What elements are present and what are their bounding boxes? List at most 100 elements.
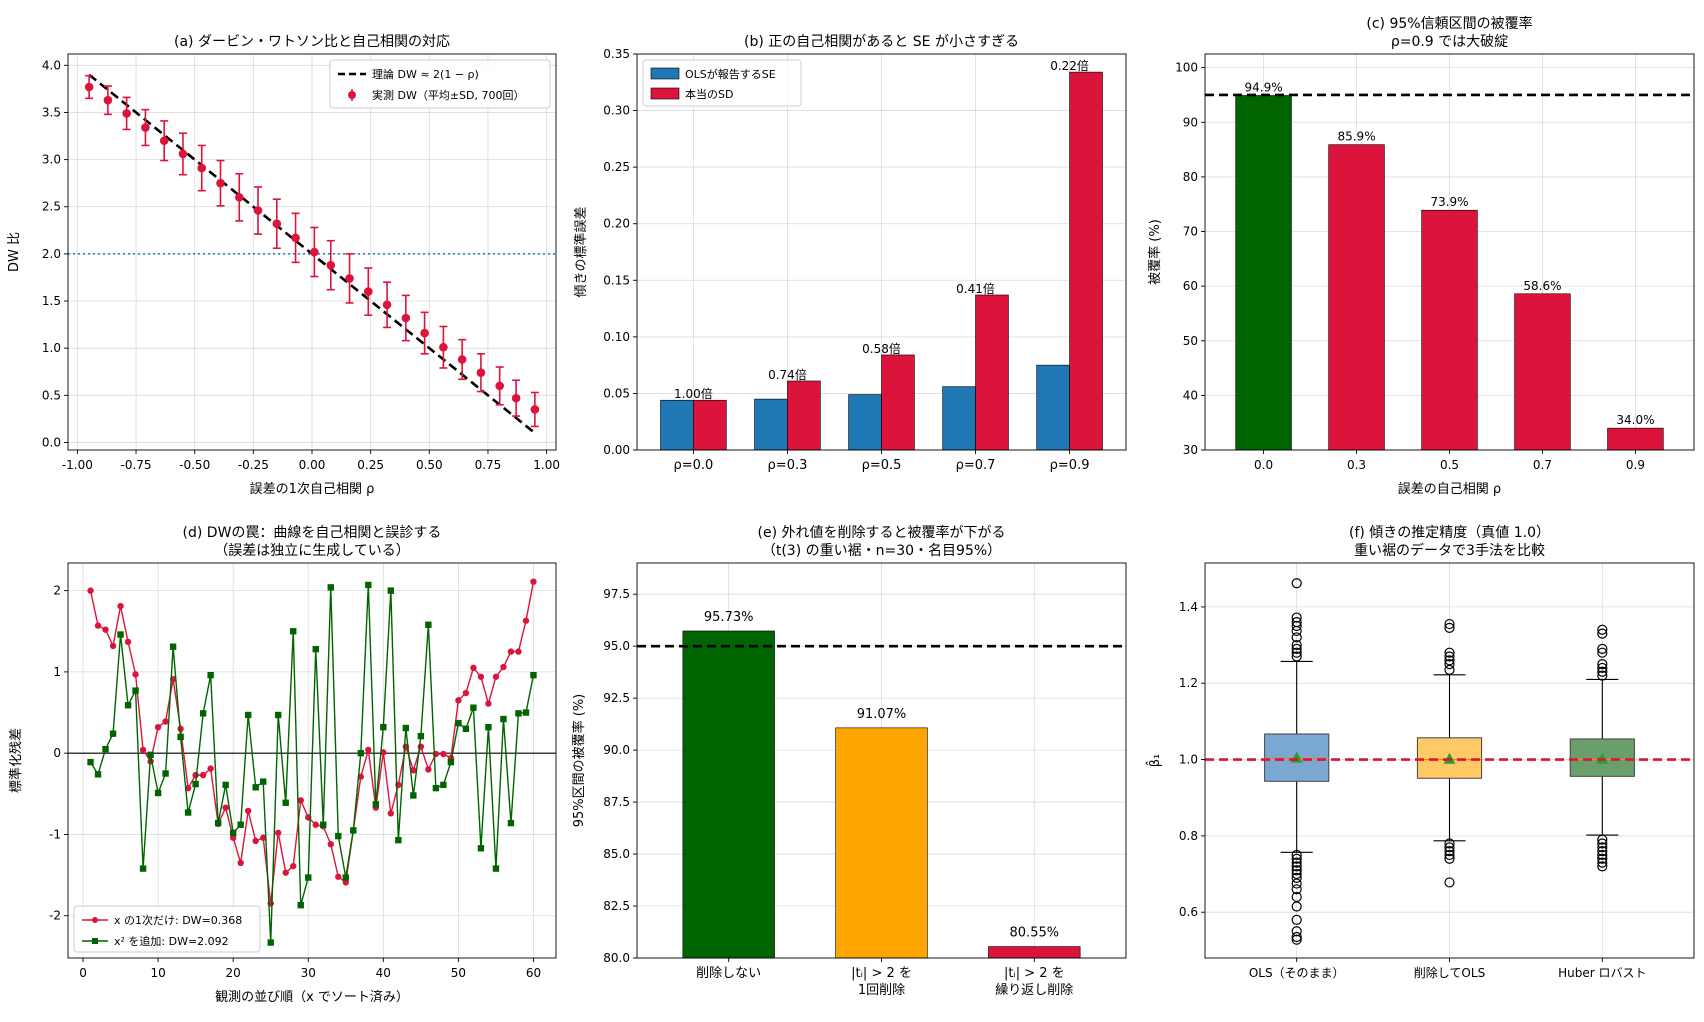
data-point — [530, 578, 537, 585]
chart-title: (b) 正の自己相関があると SE が小さすぎる — [744, 34, 1019, 50]
data-point — [244, 711, 252, 719]
x-tick-label: 10 — [150, 966, 165, 980]
data-point — [335, 832, 342, 840]
title-line: (e) 外れ値を削除すると被覆率が下がる — [758, 524, 1006, 541]
value-label: 73.9% — [1430, 195, 1468, 209]
y-tick-label: 1.5 — [42, 294, 61, 308]
outlier-point — [1291, 651, 1302, 662]
y-tick-label: 0.6 — [1179, 905, 1198, 919]
outlier-point — [1597, 857, 1608, 868]
data-point — [530, 671, 537, 679]
x-tick-label: 0.50 — [416, 458, 443, 472]
bar — [1069, 71, 1103, 451]
data-point — [425, 621, 432, 628]
title-line: (c) 95%信頼区間の被覆率 — [1366, 15, 1532, 32]
y-tick-label: 1.2 — [1179, 676, 1198, 690]
series-1 — [693, 71, 1103, 451]
outlier-point — [1291, 926, 1302, 937]
y-tick-label: 2.0 — [42, 247, 61, 261]
x-tick-label: |tᵢ| > 2 を — [851, 966, 912, 981]
data-point — [94, 622, 102, 629]
y-tick-label: 0.5 — [42, 388, 61, 402]
x-tick-label: Huber ロバスト — [1558, 966, 1646, 980]
y-tick-label: 1.4 — [1179, 600, 1198, 614]
y-tick-label: 4.0 — [42, 58, 61, 72]
outlier-point — [1597, 643, 1608, 654]
chart-title: (e) 外れ値を削除すると被覆率が下がる （t(3) の重い裾・n=30・名目95… — [758, 524, 1006, 559]
bar — [1235, 95, 1292, 451]
series-with-quadratic — [87, 581, 537, 946]
data-point — [380, 723, 387, 731]
value-label: 94.9% — [1245, 81, 1283, 95]
data-point — [214, 819, 222, 827]
y-axis-label: 95%区間の被覆率 (%) — [571, 694, 587, 828]
outlier-point — [1291, 620, 1302, 632]
chart-title: (d) DWの罠：曲線を自己相関と誤診する （誤差は独立に生成している） — [183, 525, 442, 559]
bar — [1421, 209, 1478, 451]
y-tick-label: 0 — [53, 746, 61, 760]
x-tick-label: 0 — [79, 966, 87, 980]
x-tick-label: 40 — [376, 966, 391, 980]
data-point — [109, 642, 117, 650]
data-point — [234, 193, 244, 202]
data-point — [290, 628, 297, 635]
outlier-point — [1291, 849, 1302, 861]
outlier-point — [1444, 664, 1455, 675]
y-tick-label: 0.35 — [603, 47, 630, 61]
data-point — [440, 750, 447, 758]
y-tick-label: -1 — [49, 827, 61, 841]
x-tick-label: 削除しない — [696, 966, 761, 981]
title-line: (f) 傾きの推定精度（真値 1.0） — [1349, 525, 1550, 541]
data-point — [507, 819, 515, 827]
data-point — [94, 771, 102, 778]
legend-label: 理論 DW ≈ 2(1 − ρ) — [372, 67, 479, 81]
x-tick-label: 1回削除 — [858, 983, 905, 998]
bar — [848, 394, 882, 451]
y-tick-label: 0.0 — [42, 435, 61, 449]
y-tick-label: 1.0 — [1179, 753, 1198, 767]
value-label: 58.6% — [1523, 279, 1561, 293]
data-point — [365, 581, 372, 589]
data-point — [253, 206, 263, 215]
data-point — [229, 834, 237, 841]
legend-box — [329, 59, 551, 109]
outlier-point — [1291, 853, 1302, 864]
ratio-label: 1.00倍 — [674, 386, 713, 401]
bar — [988, 946, 1081, 959]
y-tick-label: 85.0 — [603, 847, 630, 861]
data-point — [470, 664, 477, 672]
outlier-point — [1291, 857, 1302, 868]
outlier-point — [1444, 618, 1455, 630]
outlier-point — [1291, 934, 1302, 945]
outlier-point — [1291, 625, 1302, 637]
data-point — [252, 837, 259, 845]
x-axis-label: 誤差の自己相関 ρ — [1398, 481, 1501, 497]
data-point — [87, 758, 94, 766]
data-point — [154, 789, 162, 797]
y-tick-label: 0.00 — [603, 443, 630, 457]
legend-box — [642, 59, 802, 107]
data-point — [492, 865, 500, 872]
outlier-point — [1444, 647, 1455, 658]
x-tick-label: 0.0 — [1254, 458, 1273, 472]
panel-a: 0.0 0.5 1.0 1.5 2.0 2.5 3.0 3.5 4.0 (a) ダービン・ワトソン… — [7, 34, 560, 497]
data-point — [199, 710, 207, 717]
x-tick-label: 30 — [301, 966, 316, 980]
boxplot-1 — [1416, 618, 1483, 888]
outlier-point — [1291, 901, 1302, 912]
ratio-label: 0.58倍 — [862, 341, 901, 356]
data-point — [282, 869, 289, 876]
outlier-point — [1597, 846, 1608, 857]
data-point — [197, 163, 207, 173]
data-point — [237, 821, 244, 828]
axes-frame — [67, 562, 557, 959]
data-point — [335, 873, 342, 880]
data-point — [147, 751, 154, 759]
data-point — [357, 749, 364, 757]
y-tick-label: 0.8 — [1179, 829, 1198, 843]
data-point — [477, 673, 485, 680]
data-point — [124, 702, 132, 709]
data-point — [290, 862, 297, 870]
outlier-point — [1291, 931, 1302, 943]
